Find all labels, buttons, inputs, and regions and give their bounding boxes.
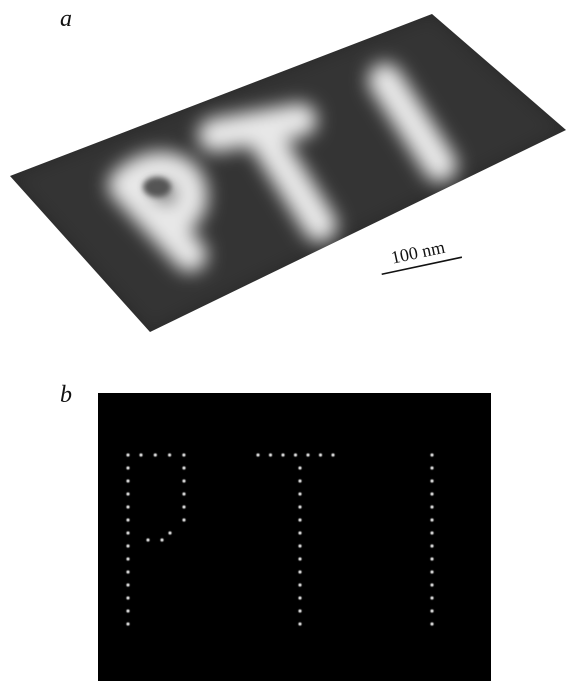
dot [430, 531, 433, 534]
dot [298, 583, 301, 586]
dot [139, 453, 142, 456]
dot [430, 557, 433, 560]
dot [430, 583, 433, 586]
dot [126, 622, 129, 625]
dot [430, 505, 433, 508]
dot [126, 492, 129, 495]
dot [430, 609, 433, 612]
dot [168, 453, 171, 456]
dot [430, 479, 433, 482]
dot [126, 466, 129, 469]
dot [430, 544, 433, 547]
panel-label: b [60, 382, 72, 408]
dot [154, 453, 157, 456]
dot [294, 453, 297, 456]
dot [430, 622, 433, 625]
panel-label: a [60, 6, 72, 32]
dot [306, 453, 309, 456]
dot [298, 466, 301, 469]
dot [298, 505, 301, 508]
dot [182, 479, 185, 482]
dot [160, 538, 163, 541]
dot [182, 466, 185, 469]
dot [146, 538, 149, 541]
dot [430, 453, 433, 456]
dot [298, 596, 301, 599]
dot [126, 453, 129, 456]
dot [298, 609, 301, 612]
dot [126, 531, 129, 534]
dot [126, 505, 129, 508]
dot [298, 531, 301, 534]
dot-pattern-frame [98, 393, 491, 681]
dot [430, 596, 433, 599]
dot [126, 570, 129, 573]
dot [281, 453, 284, 456]
dot [126, 596, 129, 599]
dot [298, 518, 301, 521]
afm-image [10, 14, 566, 332]
dot [430, 492, 433, 495]
dot [430, 570, 433, 573]
scale-bar: 100 nm [377, 234, 462, 275]
dot [430, 466, 433, 469]
dot [182, 492, 185, 495]
dot [168, 531, 171, 534]
dot [298, 479, 301, 482]
dot [126, 583, 129, 586]
dot [298, 492, 301, 495]
dot [182, 505, 185, 508]
dot [269, 453, 272, 456]
dot [126, 609, 129, 612]
dot [298, 557, 301, 560]
dot [126, 544, 129, 547]
dot [298, 570, 301, 573]
dot [182, 518, 185, 521]
dot [256, 453, 259, 456]
dot [126, 479, 129, 482]
dot [126, 518, 129, 521]
dot [331, 453, 334, 456]
figure: a 100 nm b [0, 0, 576, 681]
dot [430, 518, 433, 521]
dot [319, 453, 322, 456]
dot [126, 557, 129, 560]
dot [298, 544, 301, 547]
dot [298, 622, 301, 625]
dot [182, 453, 185, 456]
